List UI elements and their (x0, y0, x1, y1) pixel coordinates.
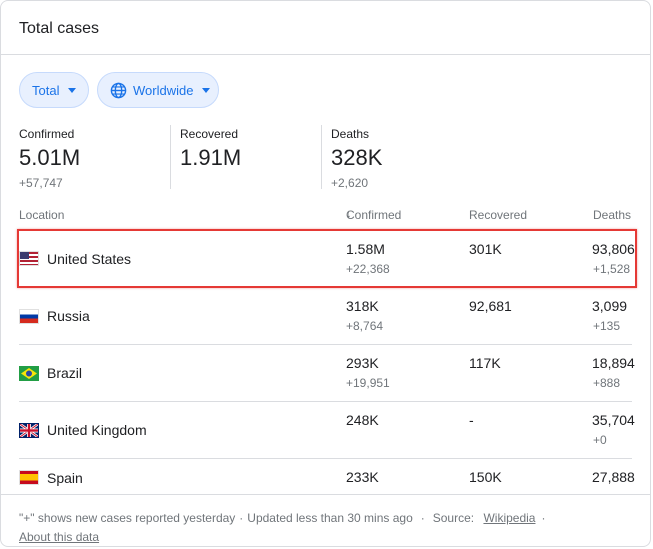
deaths-value: 328K (331, 145, 383, 170)
deaths-value: 35,704 (592, 412, 635, 428)
ru-flag-icon (19, 309, 39, 324)
card-title: Total cases (19, 20, 100, 37)
confirmed-delta: +57,747 (19, 176, 63, 190)
footer-divider (1, 494, 650, 495)
es-flag-icon (19, 470, 39, 485)
sort-down-arrow-icon: ↓ (346, 208, 352, 220)
footer-source-label: Source: (432, 511, 475, 525)
deaths-stat: Deaths 328K +2,620 (331, 127, 382, 190)
recovered-value: 117K (469, 355, 501, 371)
deaths-delta: +888 (593, 376, 621, 390)
caret-down-icon (202, 87, 211, 93)
region-filter-label: Worldwide (133, 82, 194, 98)
recovered-value: - (469, 412, 474, 428)
separator-dot: · (239, 511, 244, 525)
deaths-delta: +135 (593, 319, 621, 333)
row-divider (19, 344, 632, 345)
recovered-header[interactable]: Recovered (469, 208, 528, 222)
deaths-delta: +2,620 (331, 176, 369, 190)
row-divider (19, 458, 632, 459)
region-filter-chip[interactable]: Worldwide (97, 72, 219, 108)
confirmed-stat: Confirmed 5.01M +57,747 (19, 127, 80, 190)
table-row[interactable]: United Kingdom 248K - 35,704 +0 (1, 402, 650, 459)
deaths-value: 18,894 (592, 355, 635, 371)
table-row[interactable]: Brazil 293K +19,951 117K 18,894 +888 (1, 345, 650, 402)
about-data-link[interactable]: About this data (19, 530, 100, 544)
location-name: United States (47, 251, 132, 267)
deaths-value: 3,099 (592, 298, 628, 314)
us-flag-icon (19, 251, 39, 266)
row-divider (19, 401, 632, 402)
table-row[interactable]: Russia 318K +8,764 92,681 3,099 +135 (1, 288, 650, 345)
deaths-value: 93,806 (592, 241, 635, 257)
total-filter-label: Total (32, 82, 60, 98)
table-row[interactable]: United States 1.58M +22,368 301K 93,806 … (1, 231, 650, 288)
confirmed-delta: +8,764 (346, 319, 384, 333)
confirmed-value: 233K (346, 469, 379, 485)
divider (1, 54, 650, 55)
row-highlight-box (17, 229, 637, 288)
deaths-delta: +1,528 (593, 262, 631, 276)
location-name: Spain (47, 470, 83, 486)
separator-dot: · (420, 511, 425, 525)
confirmed-value: 248K (346, 412, 379, 428)
recovered-value: 1.91M (180, 145, 242, 170)
location-name: United Kingdom (47, 422, 147, 438)
stat-divider (170, 125, 171, 189)
total-filter-chip[interactable]: Total (19, 72, 89, 108)
caret-down-icon (68, 87, 77, 93)
location-header[interactable]: Location (19, 208, 65, 222)
footer-note: "+" shows new cases reported yesterday (19, 511, 236, 525)
stat-divider (321, 125, 322, 189)
uk-flag-icon (19, 423, 39, 438)
recovered-label: Recovered (180, 127, 239, 141)
confirmed-delta: +19,951 (346, 376, 390, 390)
br-flag-icon (19, 366, 39, 381)
table-row[interactable]: Spain 233K 150K 27,888 (1, 459, 650, 493)
recovered-stat: Recovered 1.91M (180, 127, 241, 171)
globe-icon (110, 82, 127, 99)
location-name: Brazil (47, 365, 83, 381)
deaths-label: Deaths (331, 127, 370, 141)
deaths-value: 27,888 (592, 469, 635, 485)
footer-updated: Updated less than 30 mins ago (247, 511, 413, 525)
confirmed-value: 293K (346, 355, 379, 371)
confirmed-value: 318K (346, 298, 379, 314)
confirmed-delta: +22,368 (346, 262, 390, 276)
confirmed-value: 5.01M (19, 145, 81, 170)
confirmed-label: Confirmed (19, 127, 75, 141)
location-name: Russia (47, 308, 90, 324)
footer: "+" shows new cases reported yesterday · U… (19, 509, 619, 547)
confirmed-header-label: Confirmed (346, 208, 402, 222)
deaths-header[interactable]: Deaths (593, 208, 632, 222)
separator-dot: · (541, 511, 546, 525)
recovered-value: 92,681 (469, 298, 512, 314)
source-link[interactable]: Wikipedia (483, 511, 536, 525)
confirmed-value: 1.58M (346, 241, 385, 257)
recovered-value: 301K (469, 241, 502, 257)
recovered-value: 150K (469, 469, 502, 485)
deaths-delta: +0 (593, 433, 607, 447)
